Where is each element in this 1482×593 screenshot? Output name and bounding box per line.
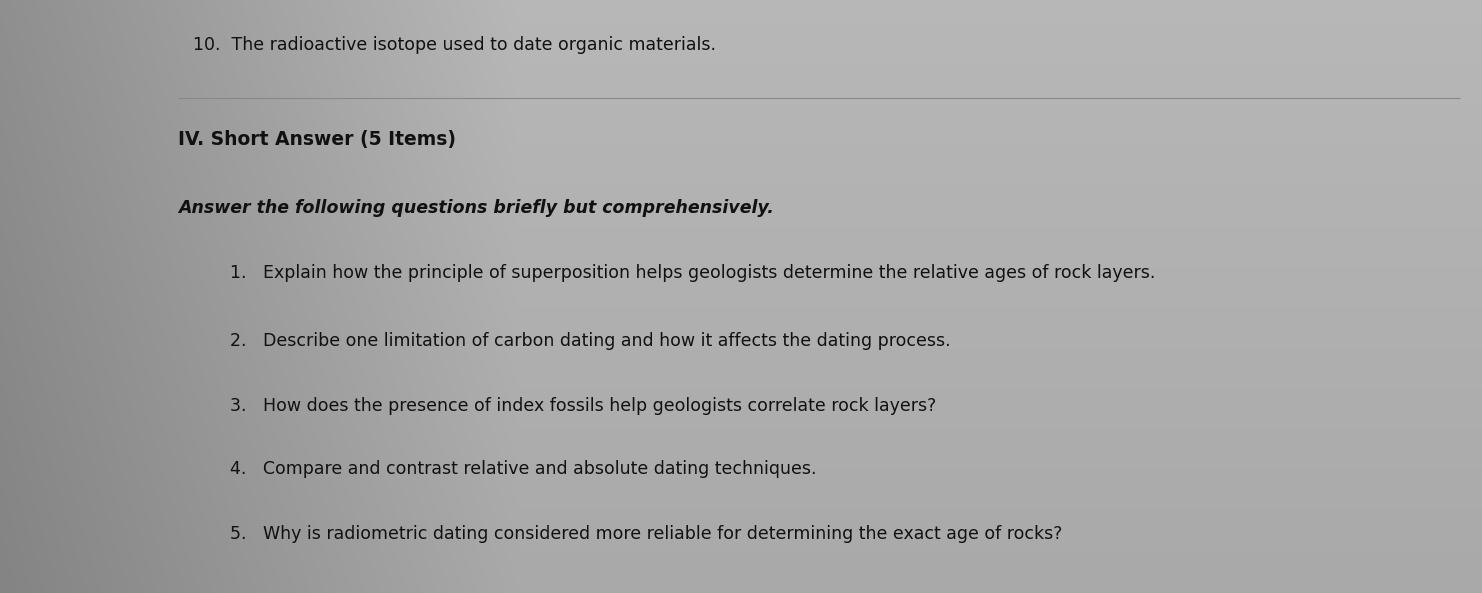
- Text: 3.   How does the presence of index fossils help geologists correlate rock layer: 3. How does the presence of index fossil…: [230, 397, 937, 415]
- Text: 2.   Describe one limitation of carbon dating and how it affects the dating proc: 2. Describe one limitation of carbon dat…: [230, 332, 950, 350]
- Text: 10.  The radioactive isotope used to date organic materials.: 10. The radioactive isotope used to date…: [193, 36, 716, 53]
- Text: 1.   Explain how the principle of superposition helps geologists determine the r: 1. Explain how the principle of superpos…: [230, 264, 1154, 282]
- Text: 5.   Why is radiometric dating considered more reliable for determining the exac: 5. Why is radiometric dating considered …: [230, 525, 1063, 543]
- Text: Answer the following questions briefly but comprehensively.: Answer the following questions briefly b…: [178, 199, 774, 216]
- Text: 4.   Compare and contrast relative and absolute dating techniques.: 4. Compare and contrast relative and abs…: [230, 460, 817, 477]
- Text: IV. Short Answer (5 Items): IV. Short Answer (5 Items): [178, 130, 456, 149]
